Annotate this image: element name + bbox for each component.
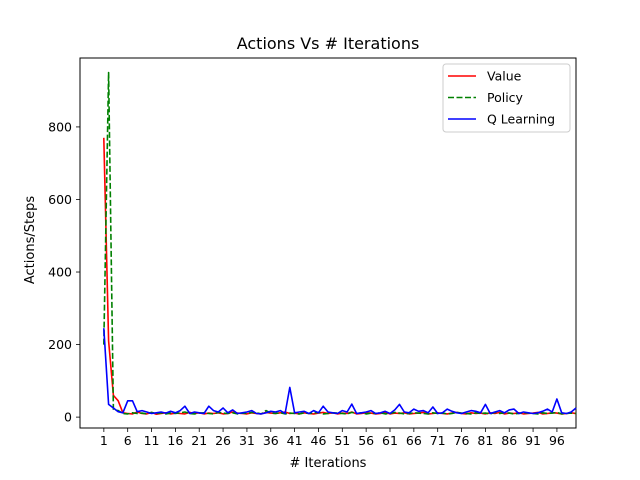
x-tick-label: 76	[454, 433, 470, 448]
x-tick-label: 36	[263, 433, 279, 448]
plot-frame	[79, 57, 577, 429]
x-tick-label: 21	[191, 433, 207, 448]
legend-label-value: Value	[487, 69, 522, 84]
y-tick-label: 400	[48, 265, 72, 280]
x-tick-label: 91	[525, 433, 541, 448]
legend: Value Policy Q Learning	[442, 63, 571, 133]
legend-box	[442, 63, 571, 133]
x-tick-label: 66	[406, 433, 422, 448]
y-axis-label: Actions/Steps	[23, 196, 38, 284]
x-tick-label: 56	[358, 433, 374, 448]
x-tick-label: 1	[100, 433, 108, 448]
x-tick-label: 51	[334, 433, 350, 448]
series-line-policy	[103, 71, 577, 415]
y-tick-label: 800	[48, 119, 72, 134]
x-tick-label: 31	[239, 433, 255, 448]
x-tick-label: 96	[549, 433, 565, 448]
legend-label-policy: Policy	[487, 90, 524, 105]
x-tick-label: 86	[501, 433, 517, 448]
y-tick-label: 600	[48, 192, 72, 207]
x-tick-label: 71	[430, 433, 446, 448]
x-tick-label: 46	[311, 433, 327, 448]
x-tick-label: 26	[215, 433, 231, 448]
legend-label-q-learning: Q Learning	[487, 112, 555, 127]
y-tick-label: 200	[48, 337, 72, 352]
x-tick-label: 61	[382, 433, 398, 448]
plot-lines	[103, 71, 577, 416]
x-tick-label: 41	[287, 433, 303, 448]
series-line-value	[103, 137, 577, 416]
x-tick-label: 16	[167, 433, 183, 448]
x-tick-label: 81	[477, 433, 493, 448]
axes: 1 6 11 16 21 26 31 36 41 46 51 56 61 66 71 76 81 86 91 9602…	[48, 57, 577, 448]
x-tick-label: 11	[144, 433, 160, 448]
x-axis-label: # Iterations	[290, 456, 367, 471]
y-tick-label: 0	[64, 410, 72, 425]
x-tick-label: 6	[124, 433, 132, 448]
chart-title: Actions Vs # Iterations	[237, 34, 420, 53]
series-line-q-learning	[103, 328, 577, 415]
